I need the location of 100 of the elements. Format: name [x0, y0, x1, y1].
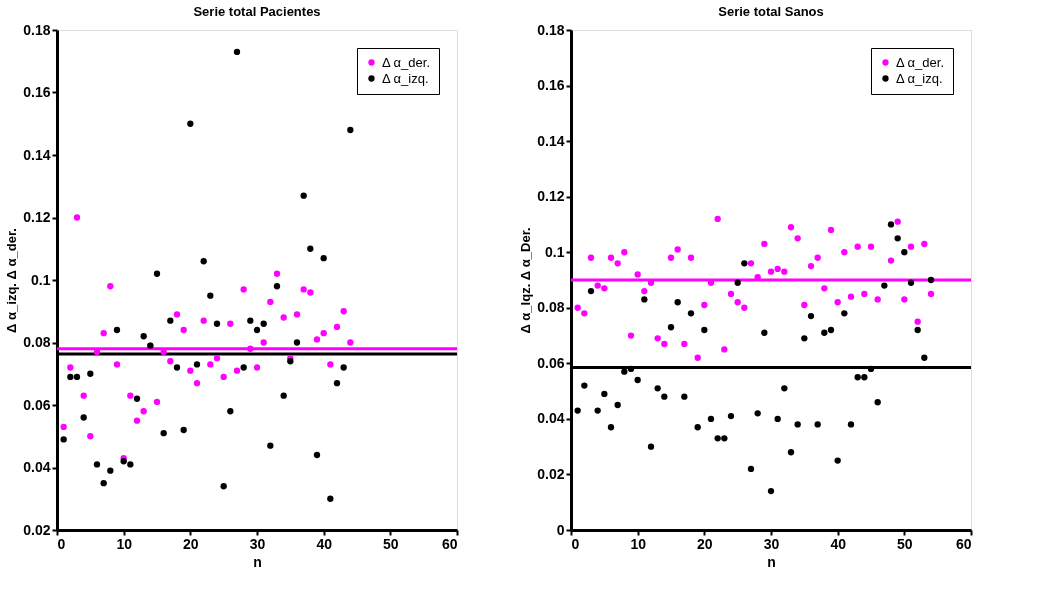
point	[741, 260, 748, 267]
y-axis-title: Δ α_izq. Δ α_der.	[4, 228, 20, 333]
point	[167, 358, 174, 365]
point	[627, 365, 635, 373]
point	[794, 421, 801, 428]
point	[874, 399, 881, 406]
point	[727, 412, 735, 420]
point	[667, 254, 675, 261]
point	[233, 367, 241, 374]
point	[614, 260, 621, 267]
x-tick-label: 40	[830, 535, 847, 552]
point	[661, 340, 668, 348]
point	[674, 299, 681, 306]
x-tick-label: 40	[316, 535, 333, 552]
point	[293, 339, 301, 346]
point	[754, 410, 761, 417]
point	[827, 326, 835, 334]
point	[247, 317, 254, 324]
point	[313, 336, 321, 343]
point	[581, 382, 588, 389]
point	[320, 329, 327, 337]
point	[801, 335, 808, 342]
point	[333, 323, 341, 331]
point	[187, 120, 194, 127]
point	[80, 392, 87, 399]
chart-title: Serie total Pacientes	[193, 4, 321, 19]
x-tick-label: 30	[763, 535, 780, 552]
y-tick-label: 0.02	[537, 465, 565, 482]
point	[280, 392, 287, 399]
point	[887, 257, 895, 264]
point	[907, 243, 915, 250]
point	[687, 254, 695, 261]
point	[107, 467, 114, 474]
point	[894, 235, 901, 242]
point	[581, 310, 588, 317]
point	[220, 373, 227, 381]
point	[867, 243, 875, 250]
point	[347, 126, 354, 134]
point	[921, 354, 928, 361]
point	[714, 215, 721, 223]
point	[67, 364, 74, 371]
point	[667, 324, 675, 331]
point	[87, 370, 94, 377]
point	[834, 457, 841, 464]
point	[767, 268, 775, 275]
y-tick-label: 0.18	[537, 21, 565, 38]
point	[180, 426, 187, 434]
point	[614, 401, 621, 409]
point	[774, 415, 781, 423]
x-tick-label: 50	[897, 535, 913, 552]
point	[220, 483, 227, 490]
point	[247, 345, 254, 352]
x-tick-label: 10	[116, 535, 133, 552]
point	[854, 243, 861, 250]
point	[621, 249, 628, 256]
point	[714, 435, 721, 442]
legend-label: Δ α_der.	[382, 54, 431, 70]
point	[574, 304, 581, 311]
point	[927, 276, 935, 284]
point	[333, 379, 341, 387]
point	[814, 254, 821, 261]
point	[240, 364, 247, 371]
x-axis-title: n	[767, 553, 776, 570]
x-tick-label: 10	[630, 535, 647, 552]
point	[213, 320, 221, 327]
point	[207, 292, 214, 299]
point	[140, 408, 147, 415]
x-tick-label: 0	[57, 535, 66, 552]
point	[861, 290, 868, 298]
y-tick-label: 0.08	[23, 334, 51, 350]
point	[327, 495, 334, 502]
point	[60, 423, 67, 431]
point	[927, 290, 935, 298]
x-tick-label: 60	[441, 535, 458, 552]
point	[634, 376, 641, 384]
y-tick-label: 0.04	[537, 410, 565, 427]
y-tick-label: 0.14	[537, 132, 565, 149]
legend-label: Δ α_izq.	[382, 70, 429, 86]
x-tick-label: 20	[697, 535, 713, 552]
x-tick-label: 30	[249, 535, 266, 552]
point	[741, 304, 748, 311]
point	[641, 287, 648, 295]
point	[320, 254, 327, 262]
point	[173, 311, 181, 318]
point	[781, 385, 788, 392]
point	[287, 358, 294, 365]
point	[260, 339, 267, 346]
point	[67, 373, 74, 381]
legend-label: Δ α_izq.	[896, 70, 943, 86]
point	[187, 367, 194, 374]
point	[80, 414, 87, 421]
point	[821, 285, 828, 292]
point	[761, 240, 768, 248]
point	[213, 354, 221, 362]
y-tick-label: 0.16	[537, 77, 565, 94]
point	[233, 48, 241, 56]
x-tick-label: 20	[183, 535, 199, 552]
y-tick-label: 0.1	[31, 271, 51, 288]
point	[127, 392, 134, 399]
point	[767, 487, 775, 495]
